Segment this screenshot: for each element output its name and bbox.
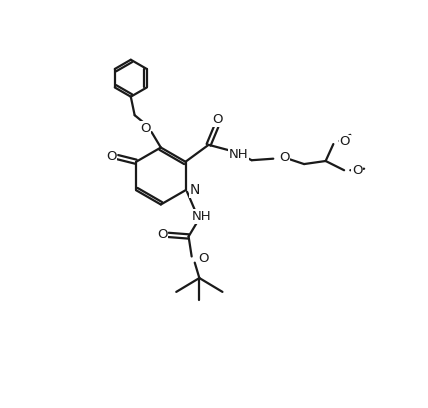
Text: N: N bbox=[189, 183, 200, 197]
Text: O: O bbox=[279, 151, 289, 164]
Text: O: O bbox=[140, 122, 151, 135]
Text: O: O bbox=[106, 150, 117, 163]
Text: O: O bbox=[339, 135, 350, 148]
Text: O: O bbox=[212, 113, 222, 126]
Text: NH: NH bbox=[229, 149, 248, 161]
Text: NH: NH bbox=[192, 210, 211, 223]
Text: O: O bbox=[352, 164, 363, 177]
Text: O: O bbox=[157, 228, 168, 241]
Text: O: O bbox=[198, 251, 208, 264]
